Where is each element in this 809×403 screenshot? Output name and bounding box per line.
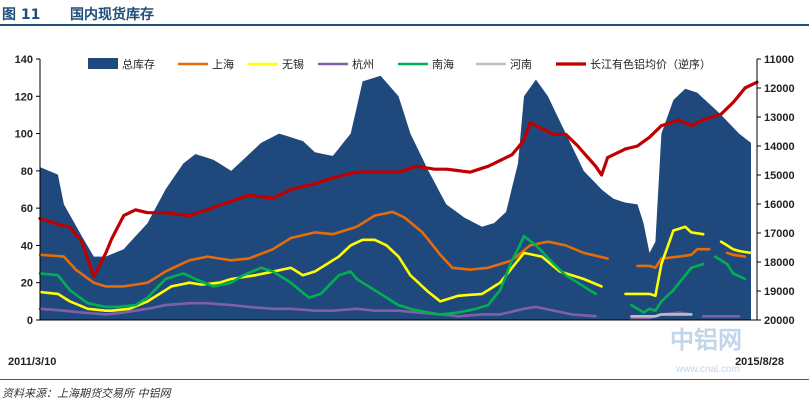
left-tick-label: 140: [15, 54, 33, 66]
legend-label-shanghai: 上海: [212, 57, 234, 71]
header-rule: [0, 24, 809, 26]
right-tick-label: 18000: [764, 257, 795, 269]
legend-label-wuxi: 无锡: [282, 57, 304, 71]
right-tick-label: 15000: [764, 170, 795, 182]
legend-item-hangzhou: 杭州: [318, 57, 374, 71]
watermark-url: www.cnal.com: [675, 364, 740, 375]
legend-label-price: 长江有色铝均价（逆序）: [590, 57, 711, 71]
right-tick-label: 11000: [764, 54, 794, 66]
watermark-brand: 中铝网: [670, 326, 742, 354]
left-tick-label: 100: [15, 129, 33, 141]
left-tick-label: 60: [21, 203, 33, 215]
right-tick-label: 19000: [764, 286, 795, 298]
legend-item-shanghai: 上海: [178, 57, 234, 71]
left-tick-label: 0: [27, 315, 33, 327]
left-tick-label: 120: [15, 91, 33, 103]
legend-item-nanhai: 南海: [398, 57, 454, 71]
watermark: 中铝网 www.cnal.com: [670, 326, 742, 375]
legend-item-wuxi: 无锡: [248, 57, 304, 71]
legend-label-nanhai: 南海: [432, 57, 454, 71]
right-tick-label: 13000: [764, 112, 795, 124]
inventory-chart: 0 20 40 60 80 100 120 140 11000 12000 13000 14000 15…: [8, 54, 795, 375]
figure-title: 国内现货库存: [70, 7, 154, 23]
legend-swatch-total: [88, 58, 118, 69]
right-tick-label: 14000: [764, 141, 795, 153]
legend-item-total: 总库存: [88, 57, 155, 71]
footer-rule: [0, 379, 809, 380]
right-tick-label: 20000: [764, 315, 795, 327]
x-start-label: 2011/3/10: [8, 356, 56, 368]
left-tick-label: 40: [21, 240, 33, 252]
source-note: 资料来源：上海期货交易所 中铝网: [2, 387, 171, 400]
left-tick-label: 80: [21, 166, 33, 178]
figure-header: 图 11 国内现货库存: [0, 0, 809, 26]
legend-item-henan: 河南: [476, 58, 532, 71]
figure-number: 图 11: [2, 7, 41, 23]
right-tick-label: 17000: [764, 228, 795, 240]
right-tick-label: 16000: [764, 199, 795, 211]
series-nanhai-line: [38, 234, 747, 316]
legend-label-total: 总库存: [122, 57, 155, 71]
series-price-line: [38, 80, 759, 279]
legend-item-price: 长江有色铝均价（逆序）: [556, 57, 711, 71]
x-end-label: 2015/8/28: [735, 356, 784, 368]
series-henan-line: [630, 313, 693, 318]
legend-label-hangzhou: 杭州: [352, 57, 374, 71]
right-tick-label: 12000: [764, 83, 795, 95]
left-tick-label: 20: [21, 278, 33, 290]
legend-label-henan: 河南: [510, 58, 532, 71]
